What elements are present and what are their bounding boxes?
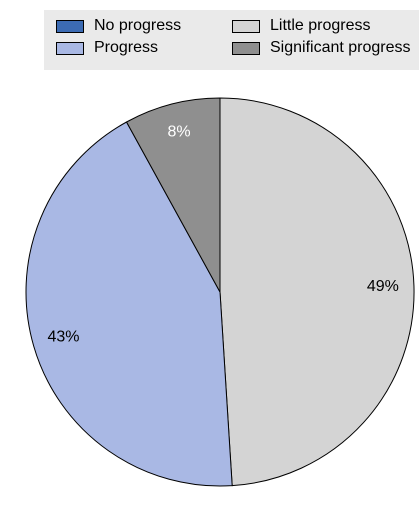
legend-swatch-no-progress (56, 19, 84, 33)
legend-swatch-progress (56, 41, 84, 55)
pie-slice-labels: 49% 43% 8% (47, 124, 398, 346)
legend-swatch-little-progress (232, 19, 260, 33)
legend-item-progress: Progress (56, 39, 158, 57)
chart-legend: No progress Little progress Progress Sig… (44, 10, 419, 70)
legend-item-little-progress: Little progress (232, 17, 371, 35)
pie-slice-progress (25, 121, 233, 487)
legend-label-progress: Progress (94, 39, 159, 56)
pie-slice-significant-progress (125, 97, 221, 293)
legend-item-no-progress: No progress (56, 17, 181, 35)
legend-label-significant-progress: Significant progress (270, 39, 411, 56)
legend-item-significant-progress: Significant progress (232, 39, 411, 57)
pie-label-significant-progress: 8% (167, 124, 190, 141)
legend-label-no-progress: No progress (94, 17, 182, 34)
legend-label-little-progress: Little progress (270, 17, 371, 34)
pie-slices (25, 97, 415, 487)
pie-label-little-progress: 49% (367, 278, 399, 295)
pie-label-progress: 43% (47, 329, 79, 346)
pie-slice-little-progress (219, 97, 415, 487)
legend-swatch-significant-progress (232, 41, 260, 55)
